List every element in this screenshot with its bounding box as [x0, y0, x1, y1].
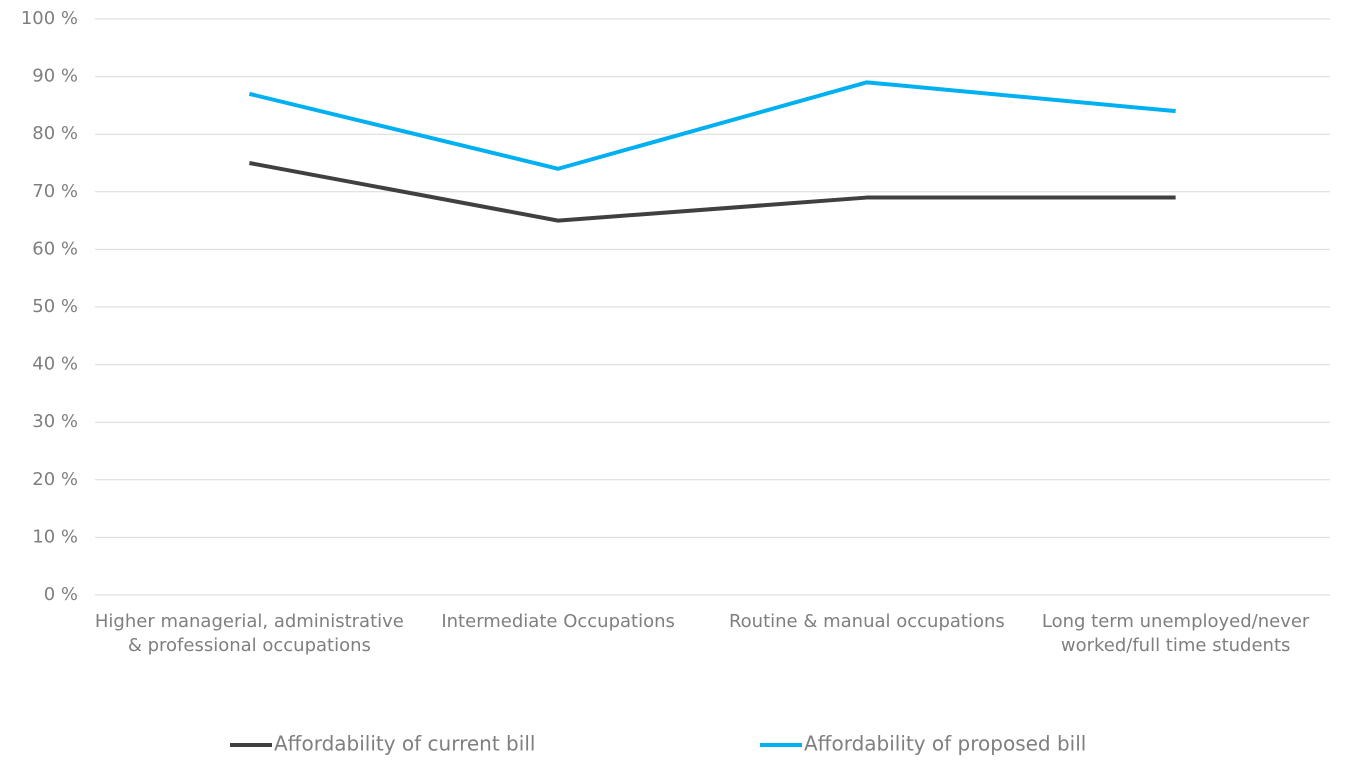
- series-line: [248, 80, 1176, 171]
- y-tick-label: 0 %: [44, 584, 78, 605]
- x-tick-label: Long term unemployed/never worked/full t…: [1041, 611, 1310, 656]
- y-tick-label: 60 %: [32, 238, 78, 259]
- y-tick-label: 20 %: [32, 469, 78, 490]
- y-tick-label: 40 %: [32, 354, 78, 375]
- x-tick-label: Routine & manual occupations: [728, 611, 1005, 632]
- legend-label: Affordability of current bill: [274, 732, 535, 756]
- y-tick-label: 30 %: [32, 411, 78, 432]
- y-tick-label: 100 %: [21, 8, 78, 29]
- y-tick-label: 80 %: [32, 123, 78, 144]
- y-tick-label: 10 %: [32, 526, 78, 547]
- x-tick-label: Higher managerial, administrative & prof…: [94, 611, 404, 656]
- series-line: [249, 161, 1176, 223]
- legend-label: Affordability of proposed bill: [804, 732, 1086, 756]
- y-tick-label: 50 %: [32, 296, 78, 317]
- y-tick-label: 70 %: [32, 181, 78, 202]
- x-tick-label: Intermediate Occupations: [441, 611, 675, 632]
- y-tick-label: 90 %: [32, 66, 78, 87]
